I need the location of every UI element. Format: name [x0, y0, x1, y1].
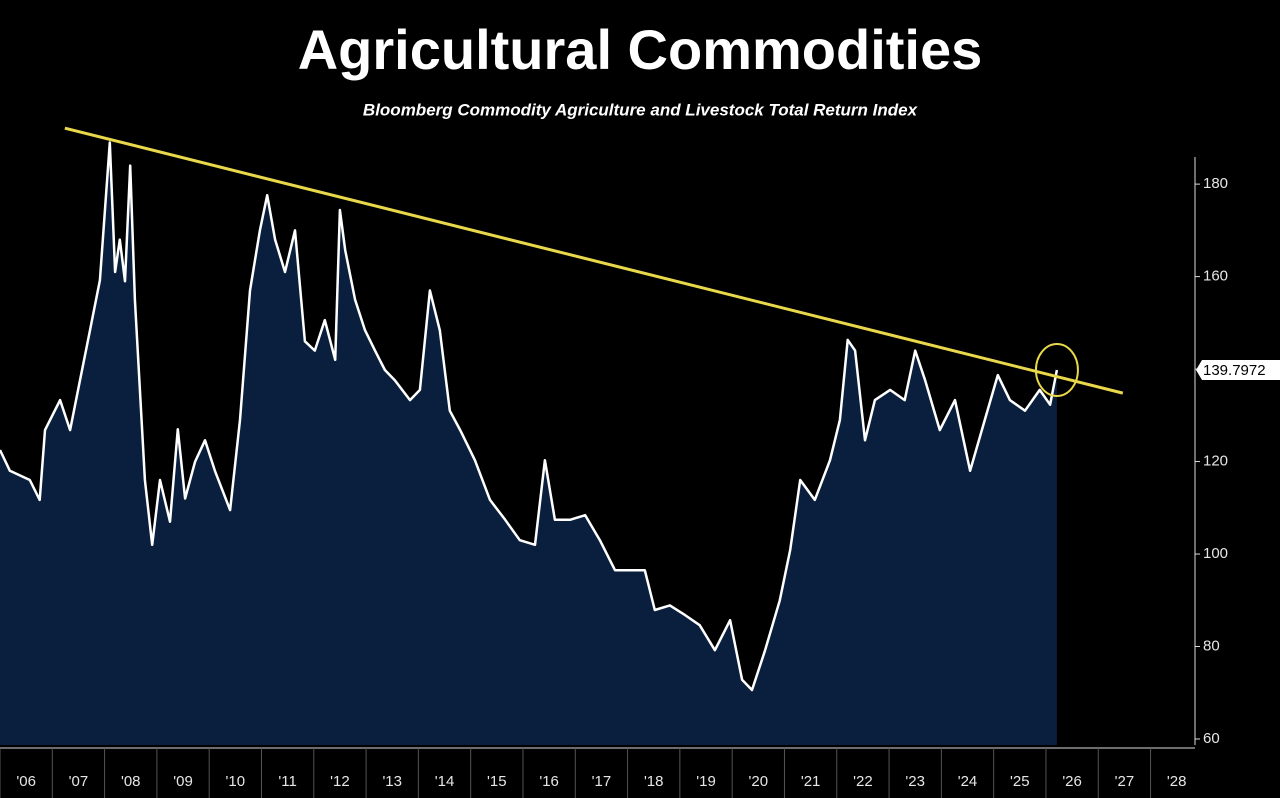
x-tick-label: '12 — [330, 773, 350, 790]
x-tick-label: '21 — [801, 773, 821, 790]
y-tick-label: 180 — [1203, 175, 1228, 192]
trendline — [64, 126, 1124, 395]
x-tick-label: '19 — [696, 773, 716, 790]
highlight-circle — [1034, 343, 1079, 398]
x-tick-label: '14 — [435, 773, 455, 790]
y-tick-label: 60 — [1203, 730, 1220, 747]
x-tick-label: '07 — [69, 773, 89, 790]
last-value-label: 139.7972 — [1203, 362, 1266, 379]
x-tick-label: '25 — [1010, 773, 1030, 790]
x-tick-label: '16 — [539, 773, 559, 790]
x-tick-label: '06 — [16, 773, 36, 790]
last-value-box — [1196, 360, 1280, 381]
y-tick-label: 80 — [1203, 637, 1220, 654]
x-tick-label: '10 — [226, 773, 246, 790]
x-tick-label: '20 — [749, 773, 769, 790]
y-tick-label: 100 — [1203, 545, 1228, 562]
x-tick-label: '11 — [278, 773, 296, 790]
area-fill — [0, 142, 1057, 745]
x-tick-label: '15 — [487, 773, 507, 790]
x-tick-label: '09 — [173, 773, 193, 790]
x-tick-label: '08 — [121, 773, 141, 790]
x-tick-label: '18 — [644, 773, 664, 790]
x-tick-label: '24 — [958, 773, 978, 790]
x-tick-label: '23 — [905, 773, 925, 790]
x-tick-label: '27 — [1115, 773, 1135, 790]
line — [0, 141, 1059, 692]
x-tick-label: '28 — [1167, 773, 1187, 790]
x-tick-label: '22 — [853, 773, 873, 790]
chart-subtitle: Bloomberg Commodity Agriculture and Live… — [363, 100, 919, 119]
x-tick-label: '17 — [592, 773, 612, 790]
y-tick-label: 160 — [1203, 268, 1228, 285]
x-tick-label: '26 — [1062, 773, 1082, 790]
x-tick-label: '13 — [382, 773, 402, 790]
y-tick-label: 120 — [1203, 453, 1228, 470]
chart-title: Agricultural Commodities — [298, 18, 983, 81]
